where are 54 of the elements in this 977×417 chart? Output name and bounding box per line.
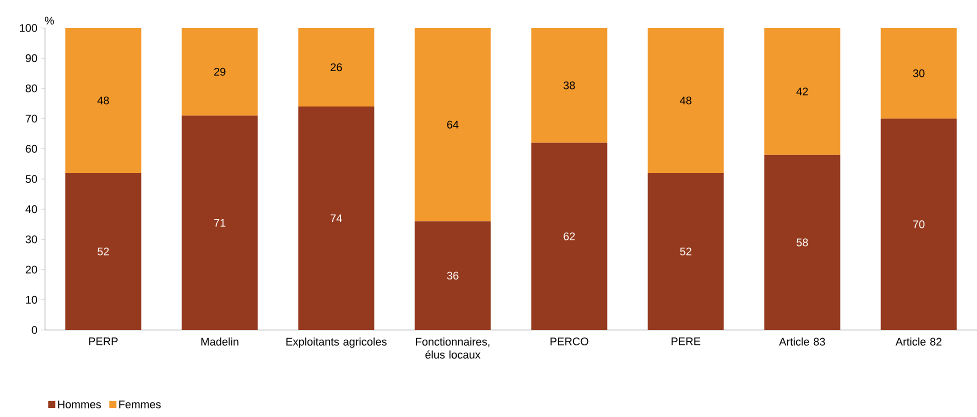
data-label: 42 (796, 88, 808, 96)
x-tick-label: Article 82 (896, 338, 942, 346)
bar (880, 28, 957, 119)
legend-label: Hommes (58, 400, 101, 408)
data-label: 48 (680, 96, 692, 104)
y-tick-label: 50 (26, 175, 38, 183)
y-tick-label: 90 (26, 54, 38, 62)
data-label: 26 (330, 63, 342, 72)
y-tick-label: 80 (26, 84, 38, 92)
bar (531, 28, 608, 143)
bar (648, 172, 724, 330)
x-tick-label: Madelin (201, 338, 238, 346)
bar (298, 106, 374, 330)
bar (764, 154, 840, 330)
bar (65, 28, 142, 173)
legend-label: Femmes (119, 400, 161, 408)
x-tick-label: PERP (89, 338, 118, 346)
y-tick-label: 0 (32, 326, 38, 334)
data-label: 36 (447, 272, 458, 280)
data-label: 52 (98, 248, 109, 256)
bar (531, 142, 608, 330)
x-tick-label: PERE (672, 338, 700, 346)
data-label: 58 (796, 238, 808, 246)
x-tick-label: PERCO (550, 338, 588, 346)
bar (414, 28, 491, 222)
y-axis-title: % (44, 16, 54, 24)
bar (648, 28, 724, 173)
bar (764, 28, 840, 155)
bar (182, 116, 258, 330)
data-label: 74 (330, 214, 342, 222)
data-label: 64 (447, 120, 459, 129)
data-label: 30 (913, 69, 924, 78)
bar (182, 28, 258, 116)
y-tick-label: 20 (26, 266, 38, 274)
bar (298, 28, 374, 107)
data-label: 62 (564, 232, 575, 240)
x-tick-label: Article 83 (779, 338, 825, 346)
x-tick-label: Exploitants agricoles (286, 338, 387, 348)
y-tick-label: 70 (26, 114, 38, 122)
bar (414, 221, 491, 330)
y-tick-label: 40 (25, 205, 38, 214)
data-label: 70 (913, 220, 924, 228)
y-tick-label: 60 (26, 144, 38, 153)
data-label: 71 (214, 219, 226, 227)
data-label: 48 (97, 96, 109, 104)
bar (880, 118, 957, 330)
data-label: 52 (680, 248, 692, 256)
y-tick-label: 30 (26, 236, 38, 244)
data-label: 29 (214, 68, 226, 76)
bar (65, 172, 142, 330)
y-tick-label: 100 (20, 24, 38, 32)
x-tick-label: Fonctionnaires, élus locaux (416, 338, 490, 359)
y-tick-label: 10 (26, 296, 38, 304)
data-label: 38 (564, 81, 575, 90)
